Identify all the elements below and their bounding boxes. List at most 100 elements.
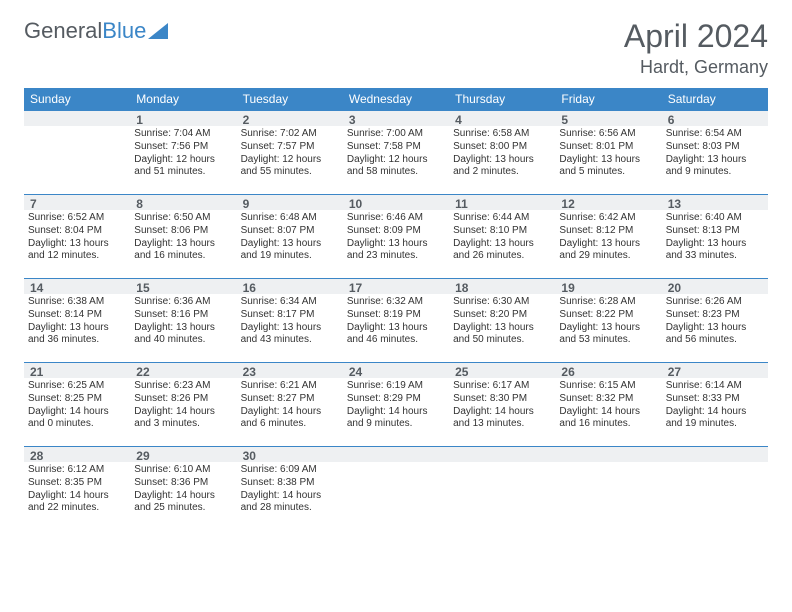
day-number: 25 — [449, 362, 555, 378]
sunrise-line: Sunrise: 6:54 AM — [666, 128, 764, 141]
day-number: 10 — [343, 194, 449, 210]
calendar-cell: 15Sunrise: 6:36 AMSunset: 8:16 PMDayligh… — [130, 278, 236, 362]
day-details: Sunrise: 7:02 AMSunset: 7:57 PMDaylight:… — [237, 126, 343, 183]
calendar-body: ..1Sunrise: 7:04 AMSunset: 7:56 PMDaylig… — [24, 110, 768, 530]
daylight-line: Daylight: 13 hours and 26 minutes. — [453, 238, 551, 264]
logo: GeneralBlue — [24, 18, 168, 44]
calendar-cell: 11Sunrise: 6:44 AMSunset: 8:10 PMDayligh… — [449, 194, 555, 278]
header: GeneralBlue April 2024 Hardt, Germany — [24, 18, 768, 78]
calendar-cell: .. — [555, 446, 661, 530]
sunset-line: Sunset: 8:06 PM — [134, 225, 232, 238]
weekday-header: Wednesday — [343, 88, 449, 110]
calendar-table: SundayMondayTuesdayWednesdayThursdayFrid… — [24, 88, 768, 530]
calendar-cell: 18 Sunrise: 6:30 AMSunset: 8:20 PMDayligh… — [449, 278, 555, 362]
title-block: April 2024 Hardt, Germany — [624, 18, 768, 78]
sunrise-line: Sunrise: 6:12 AM — [28, 464, 126, 477]
sunrise-line: Sunrise: 6:42 AM — [559, 212, 657, 225]
daylight-line: Daylight: 14 hours and 13 minutes. — [453, 406, 551, 432]
daylight-line: Daylight: 13 hours and 40 minutes. — [134, 322, 232, 348]
sunset-line: Sunset: 8:20 PM — [453, 309, 551, 322]
day-details: Sunrise: 6:17 AMSunset: 8:30 PMDaylight:… — [449, 378, 555, 435]
day-details: Sunrise: 6:54 AMSunset: 8:03 PMDaylight:… — [662, 126, 768, 183]
day-number: 13 — [662, 194, 768, 210]
daylight-line: Daylight: 14 hours and 25 minutes. — [134, 490, 232, 516]
day-number: 9 — [237, 194, 343, 210]
day-details: Sunrise: 6:23 AMSunset: 8:26 PMDaylight:… — [130, 378, 236, 435]
day-details: Sunrise: 6:14 AMSunset: 8:33 PMDaylight:… — [662, 378, 768, 435]
logo-text-b: Blue — [102, 18, 146, 44]
day-details: Sunrise: 6:42 AMSunset: 8:12 PMDaylight:… — [555, 210, 661, 267]
sunrise-line: Sunrise: 6:19 AM — [347, 380, 445, 393]
sunrise-line: Sunrise: 6:48 AM — [241, 212, 339, 225]
daylight-line: Daylight: 13 hours and 5 minutes. — [559, 154, 657, 180]
daylight-line: Daylight: 13 hours and 16 minutes. — [134, 238, 232, 264]
calendar-cell: 5Sunrise: 6:56 AMSunset: 8:01 PMDaylight… — [555, 110, 661, 194]
day-number: 19 — [555, 278, 661, 294]
daylight-line: Daylight: 13 hours and 46 minutes. — [347, 322, 445, 348]
daylight-line: Daylight: 13 hours and 12 minutes. — [28, 238, 126, 264]
day-number: 27 — [662, 362, 768, 378]
calendar-cell: 6Sunrise: 6:54 AMSunset: 8:03 PMDaylight… — [662, 110, 768, 194]
day-number: 6 — [662, 110, 768, 126]
daylight-line: Daylight: 13 hours and 23 minutes. — [347, 238, 445, 264]
daylight-line: Daylight: 12 hours and 51 minutes. — [134, 154, 232, 180]
daylight-line: Daylight: 14 hours and 0 minutes. — [28, 406, 126, 432]
day-details: Sunrise: 6:52 AMSunset: 8:04 PMDaylight:… — [24, 210, 130, 267]
day-details: Sunrise: 6:28 AMSunset: 8:22 PMDaylight:… — [555, 294, 661, 351]
day-number: 24 — [343, 362, 449, 378]
calendar-cell: 26Sunrise: 6:15 AMSunset: 8:32 PMDayligh… — [555, 362, 661, 446]
calendar-cell: 25Sunrise: 6:17 AMSunset: 8:30 PMDayligh… — [449, 362, 555, 446]
day-number: 29 — [130, 446, 236, 462]
day-number: 20 — [662, 278, 768, 294]
daylight-line: Daylight: 13 hours and 56 minutes. — [666, 322, 764, 348]
sunset-line: Sunset: 8:23 PM — [666, 309, 764, 322]
daylight-line: Daylight: 13 hours and 36 minutes. — [28, 322, 126, 348]
day-details: Sunrise: 6:56 AMSunset: 8:01 PMDaylight:… — [555, 126, 661, 183]
day-number: 28 — [24, 446, 130, 462]
day-details: Sunrise: 6:32 AMSunset: 8:19 PMDaylight:… — [343, 294, 449, 351]
sunrise-line: Sunrise: 6:30 AM — [453, 296, 551, 309]
day-details: Sunrise: 6:34 AMSunset: 8:17 PMDaylight:… — [237, 294, 343, 351]
daylight-line: Daylight: 13 hours and 19 minutes. — [241, 238, 339, 264]
day-details: Sunrise: 6:25 AMSunset: 8:25 PMDaylight:… — [24, 378, 130, 435]
day-details: Sunrise: 6:15 AMSunset: 8:32 PMDaylight:… — [555, 378, 661, 435]
sunset-line: Sunset: 8:13 PM — [666, 225, 764, 238]
sunrise-line: Sunrise: 6:28 AM — [559, 296, 657, 309]
day-number: 18 — [449, 278, 555, 294]
day-number: 26 — [555, 362, 661, 378]
day-details: Sunrise: 6:19 AMSunset: 8:29 PMDaylight:… — [343, 378, 449, 435]
sunrise-line: Sunrise: 7:00 AM — [347, 128, 445, 141]
day-number: 5 — [555, 110, 661, 126]
sunrise-line: Sunrise: 6:50 AM — [134, 212, 232, 225]
sunset-line: Sunset: 8:36 PM — [134, 477, 232, 490]
sunset-line: Sunset: 8:16 PM — [134, 309, 232, 322]
sunrise-line: Sunrise: 6:15 AM — [559, 380, 657, 393]
daylight-line: Daylight: 14 hours and 9 minutes. — [347, 406, 445, 432]
sunset-line: Sunset: 8:17 PM — [241, 309, 339, 322]
sunrise-line: Sunrise: 6:26 AM — [666, 296, 764, 309]
day-number: 14 — [24, 278, 130, 294]
sunset-line: Sunset: 8:25 PM — [28, 393, 126, 406]
daylight-line: Daylight: 13 hours and 50 minutes. — [453, 322, 551, 348]
day-number: . — [449, 446, 555, 462]
calendar-cell: 17Sunrise: 6:32 AMSunset: 8:19 PMDayligh… — [343, 278, 449, 362]
sunrise-line: Sunrise: 6:17 AM — [453, 380, 551, 393]
sunset-line: Sunset: 8:12 PM — [559, 225, 657, 238]
sunset-line: Sunset: 8:29 PM — [347, 393, 445, 406]
day-details: Sunrise: 6:10 AMSunset: 8:36 PMDaylight:… — [130, 462, 236, 519]
day-number: 4 — [449, 110, 555, 126]
sunset-line: Sunset: 8:03 PM — [666, 141, 764, 154]
day-number: 30 — [237, 446, 343, 462]
calendar-cell: 13Sunrise: 6:40 AMSunset: 8:13 PMDayligh… — [662, 194, 768, 278]
day-details: Sunrise: 6:48 AMSunset: 8:07 PMDaylight:… — [237, 210, 343, 267]
daylight-line: Daylight: 14 hours and 28 minutes. — [241, 490, 339, 516]
sunset-line: Sunset: 8:09 PM — [347, 225, 445, 238]
day-details: Sunrise: 6:38 AMSunset: 8:14 PMDaylight:… — [24, 294, 130, 351]
calendar-cell: 20 Sunrise: 6:26 AMSunset: 8:23 PMDayligh… — [662, 278, 768, 362]
sunrise-line: Sunrise: 6:46 AM — [347, 212, 445, 225]
day-number: 23 — [237, 362, 343, 378]
calendar-cell: 22Sunrise: 6:23 AMSunset: 8:26 PMDayligh… — [130, 362, 236, 446]
sunset-line: Sunset: 8:38 PM — [241, 477, 339, 490]
weekday-header: Saturday — [662, 88, 768, 110]
day-details: Sunrise: 6:40 AMSunset: 8:13 PMDaylight:… — [662, 210, 768, 267]
